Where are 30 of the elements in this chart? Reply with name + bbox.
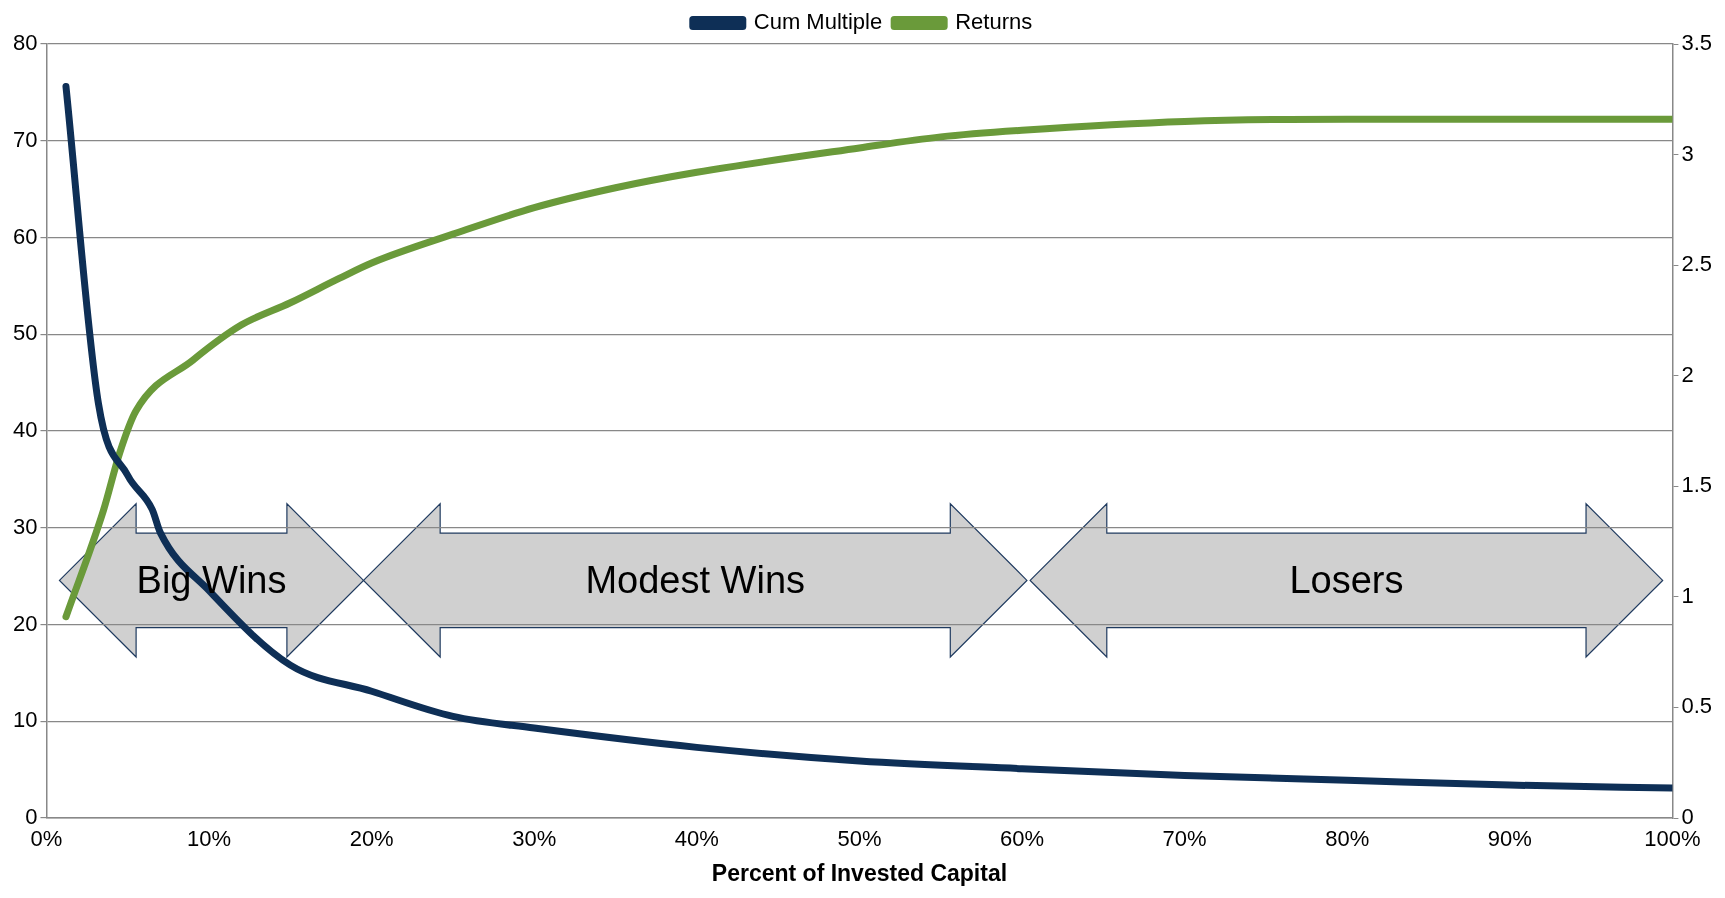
y2-tick-label: 2.5 [1681, 251, 1713, 277]
x-tick-label: 50% [837, 826, 882, 852]
y-tick-label: 70 [12, 126, 38, 152]
y2-tick-label: 0.5 [1681, 693, 1713, 719]
y-tick-label: 60 [12, 223, 38, 249]
x-tick-label: 90% [1487, 826, 1532, 852]
x-tick-label: 30% [512, 826, 557, 852]
y2-tick-label: 3.5 [1681, 30, 1713, 56]
y2-tick-label: 3 [1681, 140, 1694, 166]
y-tick-label: 10 [12, 707, 38, 733]
y-tick-label: 40 [12, 417, 38, 443]
y2-tick-label: 1.5 [1681, 472, 1713, 498]
x-tick-label: 70% [1162, 826, 1207, 852]
y-tick-label: 20 [12, 610, 38, 636]
y-tick-label: 30 [12, 513, 38, 539]
x-tick-label: 40% [674, 826, 719, 852]
x-tick-label: 20% [349, 826, 394, 852]
legend-label: Cum Multiple [753, 9, 883, 35]
annotation: Losers [1289, 558, 1404, 602]
x-tick-label: 10% [187, 826, 232, 852]
x-tick-label: 60% [1000, 826, 1045, 852]
y-tick-label: 80 [12, 30, 38, 56]
legend-label: Returns [955, 9, 1033, 35]
annotation: Big Wins [136, 558, 287, 602]
annotation: Modest Wins [585, 558, 806, 602]
x-axis-title: Percent of Invested Capital [711, 859, 1008, 886]
y2-tick-label: 2 [1681, 361, 1694, 387]
y-tick-label: 50 [12, 320, 38, 346]
y2-tick-label: 1 [1681, 582, 1694, 608]
x-tick-label: 80% [1325, 826, 1370, 852]
